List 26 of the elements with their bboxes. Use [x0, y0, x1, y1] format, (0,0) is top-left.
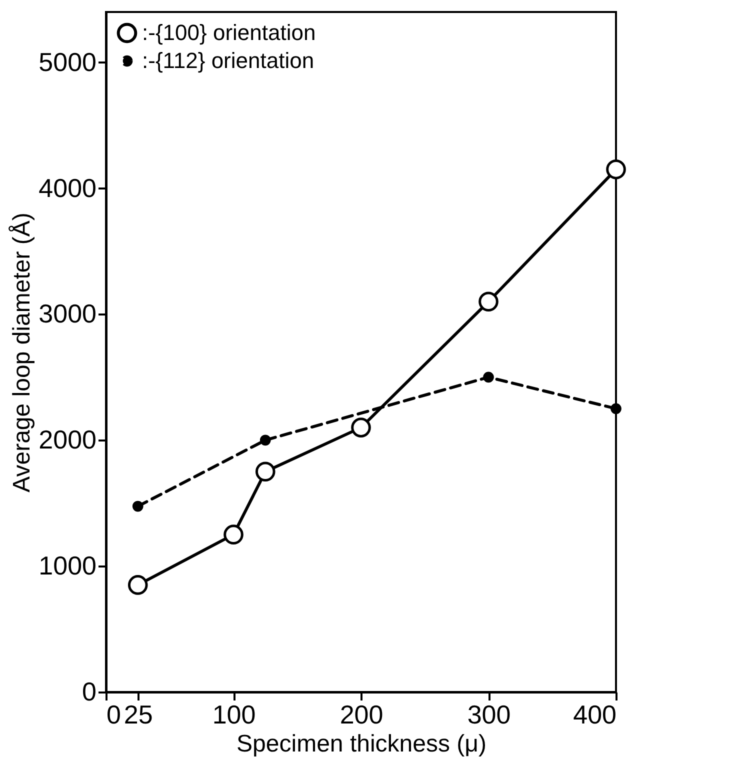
- x-tick-label: 300: [467, 700, 511, 730]
- point: [610, 403, 622, 414]
- x-tick-label: 25: [124, 700, 153, 730]
- point: [132, 500, 144, 512]
- x-tick-label: 100: [212, 700, 256, 730]
- legend-label: :-{112} orientation: [142, 48, 314, 73]
- y-axis-title: Average loop diameter (Å): [8, 212, 36, 492]
- x-tick-label: 400: [573, 700, 616, 730]
- point: [483, 372, 494, 383]
- point: [224, 524, 244, 544]
- x-tick-label: 200: [340, 700, 384, 730]
- y-tick-label: 1000: [38, 550, 96, 581]
- x-axis-title: Specimen thickness (μ): [236, 730, 486, 758]
- point: [351, 418, 371, 438]
- legend-label: :-{100} orientation: [142, 20, 316, 45]
- point: [128, 575, 148, 595]
- y-tick-label: 5000: [38, 46, 96, 77]
- y-tick-label: 2000: [38, 424, 96, 455]
- point: [260, 434, 271, 446]
- point: [606, 160, 626, 180]
- point: [478, 292, 498, 312]
- x-tick-label: 0: [106, 700, 121, 730]
- y-tick-label: 4000: [38, 172, 96, 203]
- point: [255, 462, 276, 482]
- y-tick-label: 0: [82, 676, 96, 706]
- y-tick-label: 3000: [38, 298, 96, 329]
